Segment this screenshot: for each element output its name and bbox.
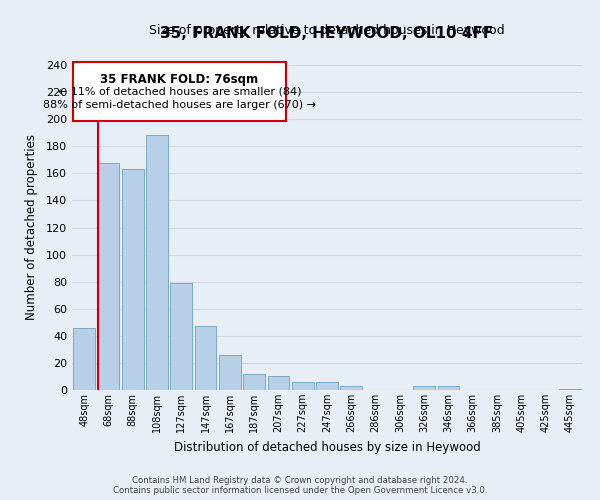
Bar xyxy=(559,388,581,390)
Bar xyxy=(122,170,143,390)
Bar xyxy=(413,386,435,390)
Bar xyxy=(97,162,119,390)
Bar xyxy=(170,283,192,390)
Y-axis label: Number of detached properties: Number of detached properties xyxy=(25,134,38,320)
Bar xyxy=(437,386,460,390)
Text: 35 FRANK FOLD: 76sqm: 35 FRANK FOLD: 76sqm xyxy=(100,73,259,86)
Bar xyxy=(316,382,338,390)
Bar xyxy=(292,382,314,390)
Text: 88% of semi-detached houses are larger (670) →: 88% of semi-detached houses are larger (… xyxy=(43,100,316,110)
Bar xyxy=(194,326,217,390)
Text: 35, FRANK FOLD, HEYWOOD, OL10 4FF: 35, FRANK FOLD, HEYWOOD, OL10 4FF xyxy=(160,26,494,40)
Bar xyxy=(268,376,289,390)
X-axis label: Distribution of detached houses by size in Heywood: Distribution of detached houses by size … xyxy=(173,440,481,454)
Title: Size of property relative to detached houses in Heywood: Size of property relative to detached ho… xyxy=(149,24,505,38)
Text: ← 11% of detached houses are smaller (84): ← 11% of detached houses are smaller (84… xyxy=(58,86,301,97)
Bar xyxy=(243,374,265,390)
Bar xyxy=(219,355,241,390)
Text: Contains HM Land Registry data © Crown copyright and database right 2024.
Contai: Contains HM Land Registry data © Crown c… xyxy=(113,476,487,495)
Bar xyxy=(146,136,168,390)
Bar xyxy=(73,328,95,390)
FancyBboxPatch shape xyxy=(73,62,286,120)
Bar xyxy=(340,386,362,390)
